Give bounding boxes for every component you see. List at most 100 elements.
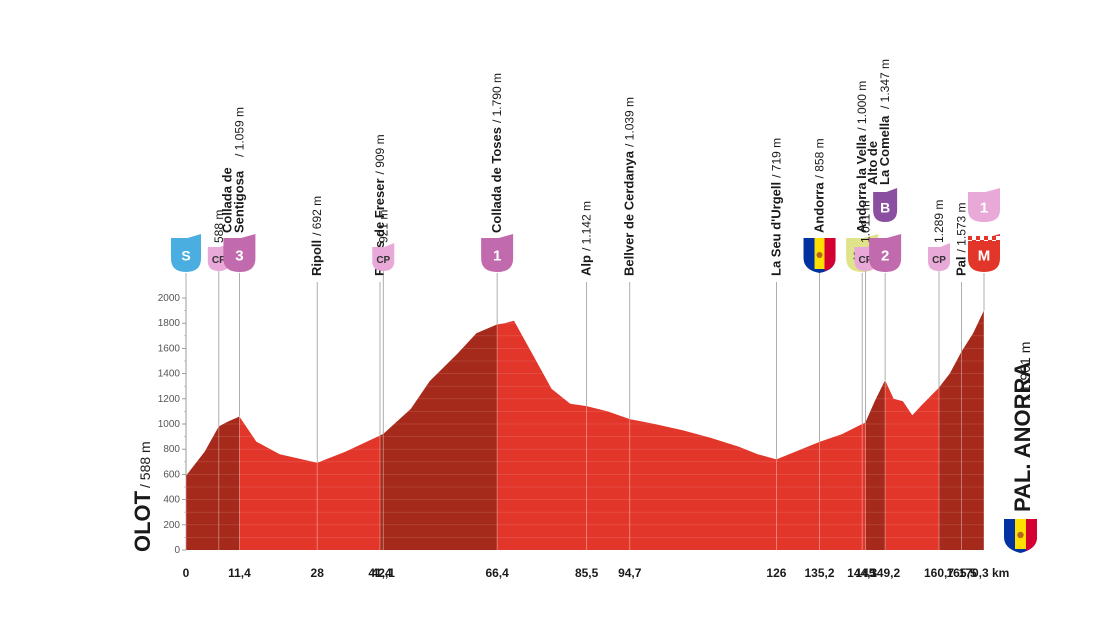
waypoint-text: Pal / 1.573 m [954,202,969,276]
waypoint-name: Andorra [812,182,827,233]
andorra-flag-icon [1004,519,1037,553]
waypoint-alt: 921 m [376,210,390,243]
bonus-badge-icon [873,192,898,222]
climb-zone [939,310,962,550]
y-tick-label: 2000 [158,293,181,304]
waypoint-alt: / 858 m [813,138,827,178]
climb-badge-icon-text: 2 [881,248,889,265]
start-badge-icon-tab [187,234,201,238]
start-badge-icon [171,238,201,272]
km-label: 160,7 [924,566,954,580]
waypoint: 1 Collada de Toses / 1.790 m [481,73,514,550]
y-tick-label: 0 [174,545,180,556]
waypoint-name: Alp [579,255,594,276]
waypoint-label: Collada de Toses / 1.790 m [489,73,504,233]
climb-badge-icon-text: 3 [235,248,243,265]
y-tick-label: 800 [163,444,180,455]
waypoint-name: Alto de [865,141,880,185]
waypoint-label: Alp / 1.142 m [579,201,594,276]
finish-name: PAL. ANORRA [1010,362,1035,512]
waypoint: Alp / 1.142 m [579,201,594,550]
waypoint: M1 [968,188,1000,550]
start-finish-labels: OLOT / 588 m PAL. ANORRA / 1.901 m [130,342,1037,553]
checkpoint-badge-icon-tab [384,243,395,247]
waypoint-alt: / 1.573 m [955,202,969,252]
checkpoint-badge-icon-text: CP [932,255,946,266]
waypoint-alt: 588 m [212,210,226,243]
climb-badge-icon-tab [498,234,514,238]
bonus-badge-icon-text: B [880,199,890,215]
y-tick-label: 200 [163,520,180,531]
start-name: OLOT [130,490,155,552]
waypoint: Bellver de Cerdanya / 1.039 m [622,97,637,550]
waypoint-text: Collada de Toses / 1.790 m [489,73,504,233]
profile-area [186,310,984,550]
waypoint-name: La Comella [877,115,892,185]
waypoint-label: 921 m [376,210,390,243]
waypoint-alt: / 692 m [310,196,324,236]
andorra-flag-icon [803,238,836,273]
waypoint-alt: / 1.059 m [232,107,246,157]
finish-badge-icon [968,238,1000,272]
bonus-badge-icon-tab [985,188,1000,192]
waypoint-alt: / 909 m [373,134,387,174]
y-tick-label: 400 [163,495,180,506]
waypoint-name: Collada de [219,167,234,233]
waypoint: S [171,234,201,550]
waypoint: CP 921 m [372,210,395,550]
y-tick-label: 1200 [158,394,181,405]
waypoint-name: Pal [954,256,969,276]
climb-zone [186,310,240,550]
waypoint-label: Andorra / 858 m [812,138,827,233]
sprint-badge-icon-tab [863,234,879,238]
y-tick-label: 1600 [158,343,181,354]
bonus-badge-icon-text: 1 [980,200,988,217]
waypoint-alt: / 1.039 m [623,97,637,147]
km-label: 0 [183,566,190,580]
waypoint-label: Pal / 1.573 m [954,202,969,276]
start-badge-icon-text: S [181,247,190,263]
km-label: 149,2 [870,566,900,580]
waypoint-alt: / 1.347 m [878,59,892,109]
waypoint-name: La Seu d'Urgell [768,182,783,276]
checkpoint-badge-icon-text: CP [212,255,226,266]
waypoint-alt: / 719 m [769,138,783,178]
waypoint: Ripoll / 692 m [309,196,324,550]
climb-badge-icon-tab [241,234,256,238]
checkpoint-badge-icon-tab [940,243,951,247]
waypoint: CP 1.011 m [854,201,877,550]
km-label: 165,5 [946,566,976,580]
km-label: 94,7 [618,566,642,580]
waypoint: Pal / 1.573 m [954,202,969,550]
checkpoint-badge-icon-text: CP [858,255,872,266]
waypoint-alt: 1.011 m [858,201,872,243]
waypoint-label: 588 m [212,210,226,243]
km-label: 11,4 [228,566,251,580]
bonus-badge-icon [968,192,1000,222]
waypoint-text: Ripoll / 692 m [309,196,324,276]
climb-badge-icon [481,238,514,272]
km-label: 85,5 [575,566,599,580]
waypoint-name: Bellver de Cerdanya [622,150,637,276]
checkpoint-badge-icon-text: CP [376,255,390,266]
waypoint-label: Ripoll / 692 m [309,196,324,276]
climb-badge-icon [223,238,256,272]
km-label: 126 [766,566,786,580]
y-tick-label: 1400 [158,369,181,380]
waypoint-alt: 1.289 m [932,200,946,243]
finish-checker [968,236,1000,241]
distance-axis: 0 11,4 28 41,442,1 66,4 85,5 94,7 126 135,2 144,3… [183,566,1010,580]
waypoint-label: La Seu d'Urgell / 719 m [768,138,783,276]
bonus-badge-icon-tab [886,188,898,192]
waypoint-text: 1.289 m [932,200,946,243]
climb-badge-icon-text: 1 [493,248,501,265]
waypoint-text: Alp / 1.142 m [579,201,594,276]
climb-badge-icon [869,238,902,272]
km-label: 66,4 [485,566,509,580]
waypoint-name: Collada de Toses [489,127,504,233]
